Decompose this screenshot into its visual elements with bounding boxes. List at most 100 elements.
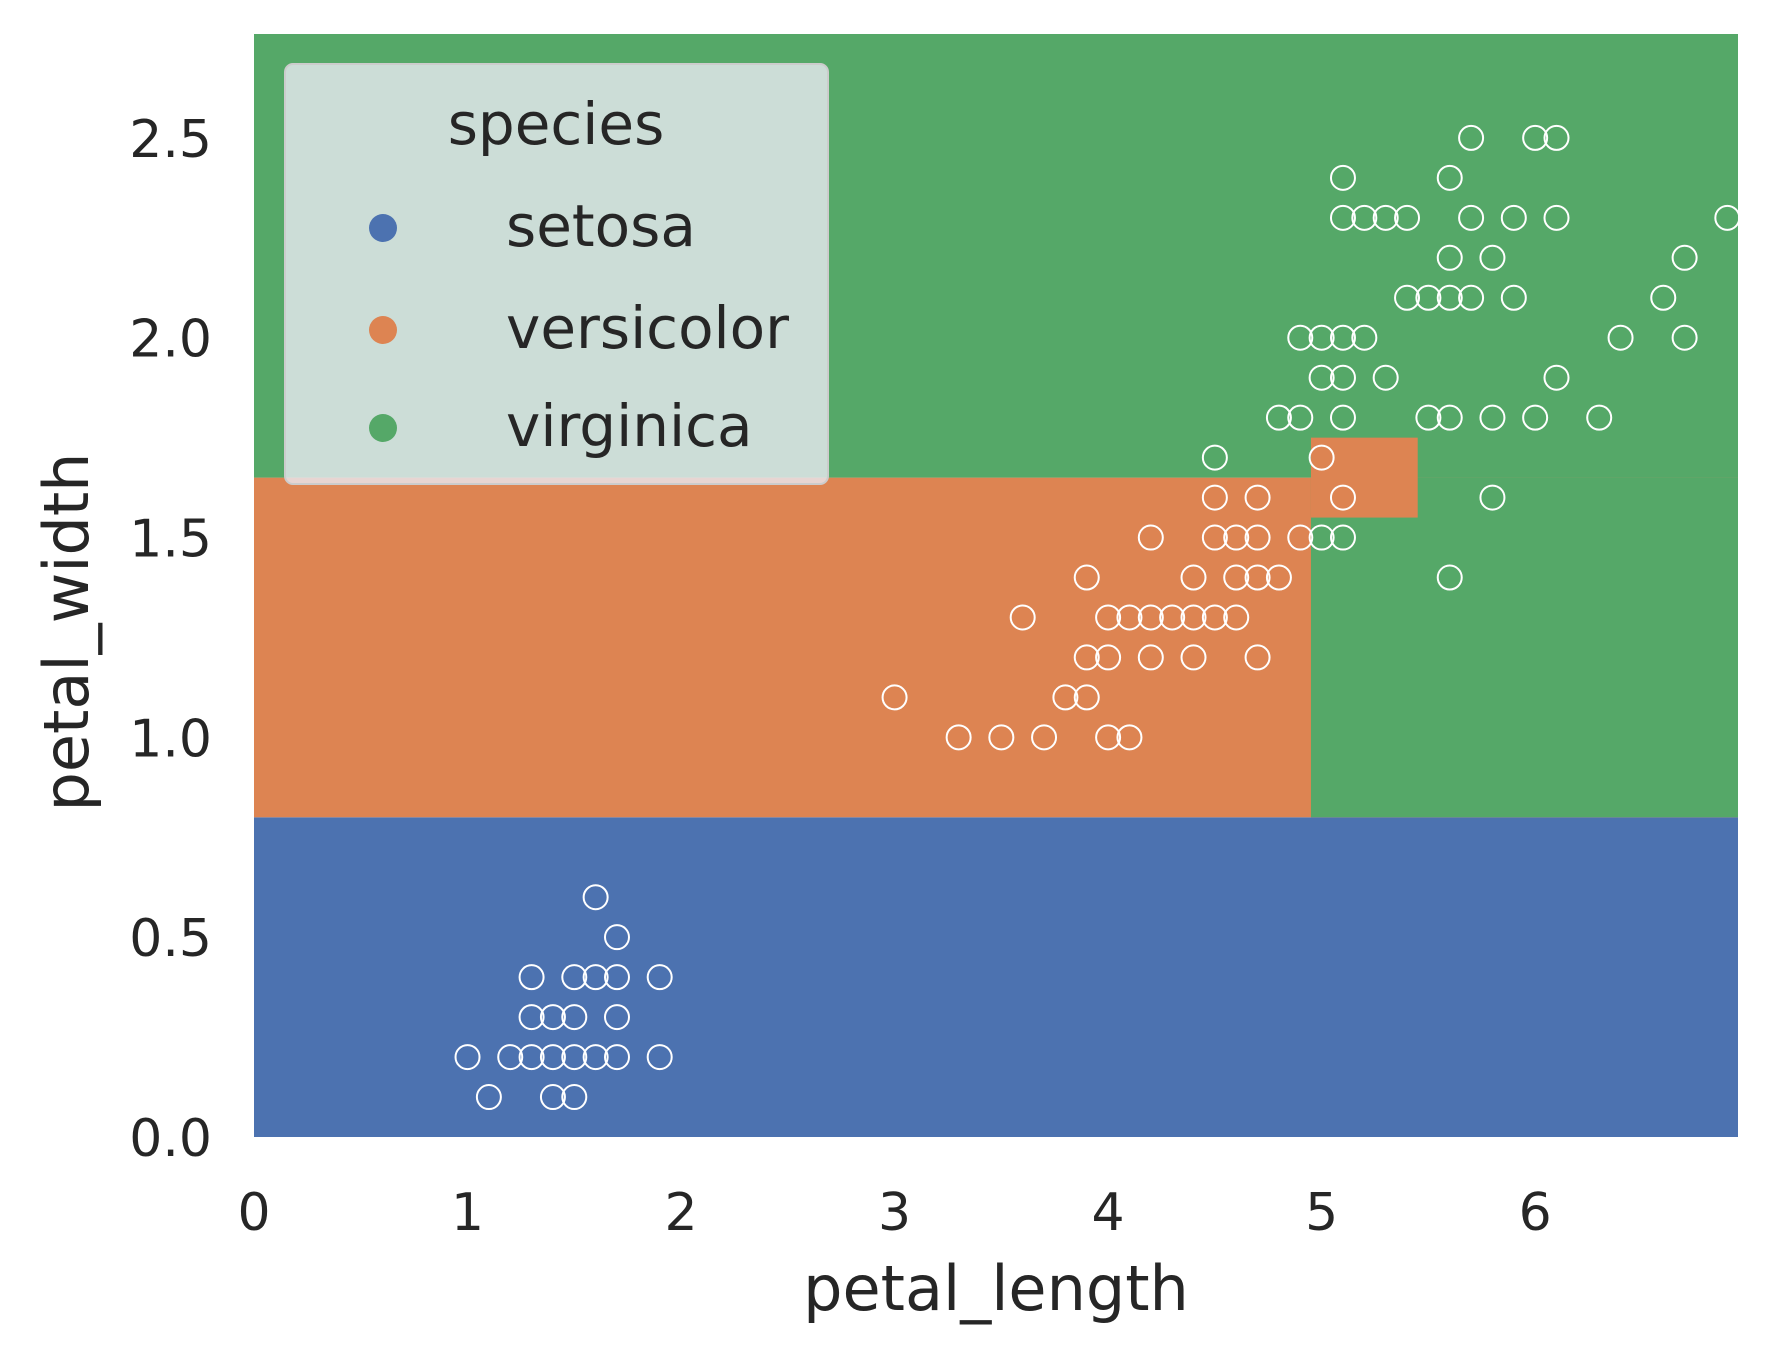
y-tick-label: 1.0 [129, 709, 212, 769]
scatter-point [1671, 324, 1698, 351]
scatter-point [1116, 604, 1143, 631]
scatter-point [1500, 204, 1527, 231]
scatter-point [646, 964, 673, 991]
legend: species setosa versicolor virginica [284, 63, 829, 485]
scatter-point [561, 1004, 588, 1031]
legend-marker-virginica [369, 414, 397, 442]
y-tick-label: 1.5 [129, 510, 212, 570]
legend-box [284, 63, 829, 485]
scatter-point [1308, 444, 1335, 471]
scatter-point [1223, 604, 1250, 631]
scatter-point [1137, 524, 1164, 551]
scatter-point [1415, 284, 1442, 311]
scatter-point [1201, 604, 1228, 631]
legend-marker-versicolor [369, 316, 397, 344]
scatter-point [1671, 244, 1698, 271]
scatter-point [1479, 244, 1506, 271]
scatter-point [1073, 644, 1100, 671]
scatter-point [945, 724, 972, 751]
scatter-point [582, 964, 609, 991]
scatter-point [1436, 284, 1463, 311]
scatter-point [646, 1044, 673, 1071]
scatter-point [1095, 724, 1122, 751]
region-setosa [254, 817, 1738, 1137]
legend-marker-setosa [369, 214, 397, 242]
scatter-point [1308, 364, 1335, 391]
scatter-point [1479, 404, 1506, 431]
y-tick-label: 0.0 [129, 1109, 212, 1169]
x-tick-label: 6 [1519, 1183, 1552, 1243]
scatter-point [561, 964, 588, 991]
scatter-point [1650, 284, 1677, 311]
scatter-point [582, 1044, 609, 1071]
scatter-point [1714, 204, 1741, 231]
scatter-point [1180, 644, 1207, 671]
scatter-point [1372, 204, 1399, 231]
y-tick-label: 2.0 [129, 310, 212, 370]
scatter-point [1436, 404, 1463, 431]
scatter-point [1329, 524, 1356, 551]
scatter-point [1394, 204, 1421, 231]
x-tick-label: 1 [451, 1183, 484, 1243]
scatter-point [475, 1084, 502, 1111]
scatter-point [603, 964, 630, 991]
scatter-point [1607, 324, 1634, 351]
scatter-point [561, 1044, 588, 1071]
x-axis-label: petal_length [803, 1252, 1189, 1325]
scatter-point [1522, 124, 1549, 151]
scatter-point [539, 1044, 566, 1071]
scatter-point [1586, 404, 1613, 431]
scatter-point [1543, 124, 1570, 151]
scatter-point [1137, 604, 1164, 631]
scatter-point [1329, 324, 1356, 351]
scatter-point [1244, 644, 1271, 671]
y-tick-label: 0.5 [129, 909, 212, 969]
scatter-point [1052, 684, 1079, 711]
scatter-point [1372, 364, 1399, 391]
scatter-point [1180, 564, 1207, 591]
scatter-point [539, 1084, 566, 1111]
scatter-point [988, 724, 1015, 751]
scatter-point [1073, 564, 1100, 591]
scatter-point [1073, 684, 1100, 711]
scatter-point [1095, 644, 1122, 671]
scatter-point [1458, 124, 1485, 151]
scatter-point [1415, 404, 1442, 431]
scatter-point [1436, 244, 1463, 271]
y-tick-label: 2.5 [129, 110, 212, 170]
scatter-point [1458, 204, 1485, 231]
scatter-point [1458, 284, 1485, 311]
scatter-point [1201, 444, 1228, 471]
scatter-point [1031, 724, 1058, 751]
scatter-point [1159, 604, 1186, 631]
scatter-point [1223, 524, 1250, 551]
scatter-point [561, 1084, 588, 1111]
scatter-point [603, 1004, 630, 1031]
scatter-point [1351, 324, 1378, 351]
scatter-point [1244, 524, 1271, 551]
scatter-point [518, 964, 545, 991]
scatter-point [1436, 564, 1463, 591]
scatter-point [1522, 404, 1549, 431]
x-tick-label: 3 [878, 1183, 911, 1243]
scatter-point [454, 1044, 481, 1071]
scatter-point [1223, 564, 1250, 591]
x-tick-label: 2 [665, 1183, 698, 1243]
scatter-point [881, 684, 908, 711]
scatter-point [1329, 484, 1356, 511]
scatter-point [539, 1004, 566, 1031]
y-axis-label: petal_width [30, 453, 103, 812]
scatter-point [1244, 484, 1271, 511]
scatter-point [582, 884, 609, 911]
scatter-point [518, 1044, 545, 1071]
scatter-point [1351, 204, 1378, 231]
region-versicolor [1310, 437, 1418, 518]
scatter-point [1479, 484, 1506, 511]
region-virginica [1310, 477, 1738, 818]
scatter-point [1308, 524, 1335, 551]
scatter-point [1095, 604, 1122, 631]
x-tick-label: 5 [1305, 1183, 1338, 1243]
x-tick-label: 4 [1092, 1183, 1125, 1243]
x-tick-label: 0 [237, 1183, 270, 1243]
